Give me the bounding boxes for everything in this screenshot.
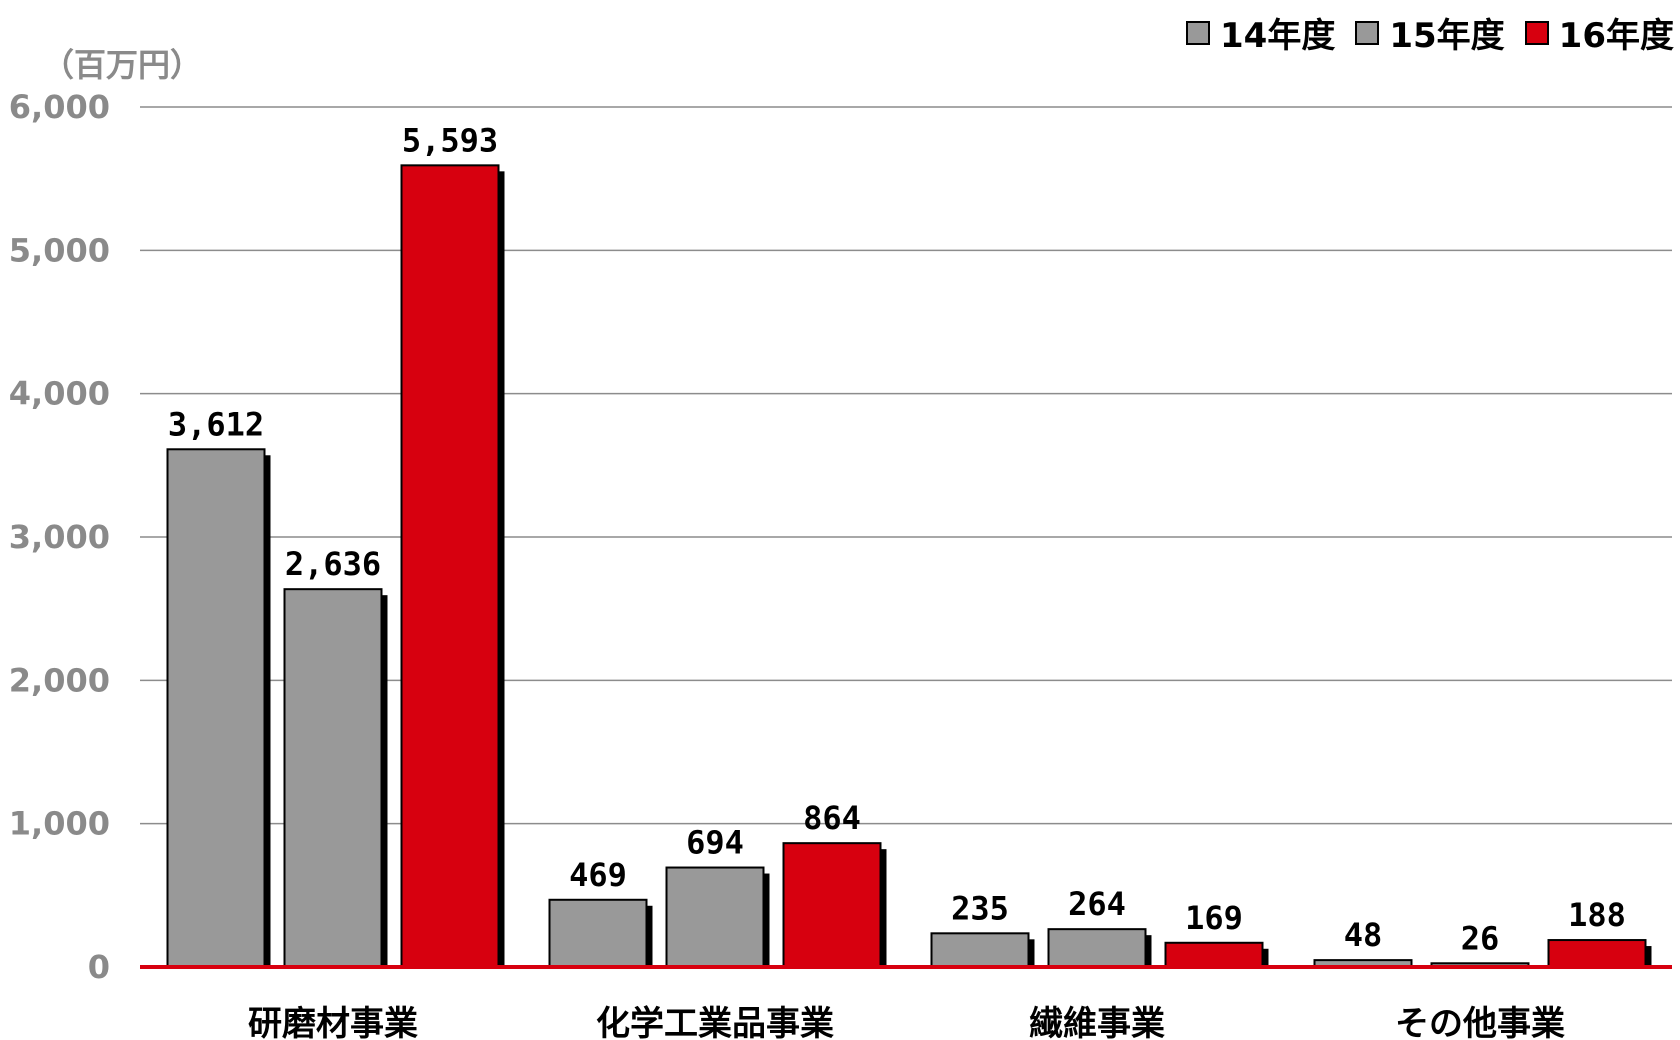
bar bbox=[400, 164, 500, 968]
data-label: 26 bbox=[1461, 919, 1500, 957]
legend-item-14: 14年度 bbox=[1186, 8, 1335, 57]
data-label: 694 bbox=[686, 824, 744, 862]
y-tick-label: 6,000 bbox=[9, 88, 110, 126]
y-tick-label: 4,000 bbox=[9, 375, 110, 413]
y-tick-label: 0 bbox=[88, 948, 110, 986]
legend-item-16: 16年度 bbox=[1524, 8, 1674, 57]
unit-label: （百万円） bbox=[42, 46, 203, 84]
bar bbox=[166, 448, 266, 968]
legend: 14年度 15年度 16年度 bbox=[1186, 8, 1674, 57]
legend-swatch-15 bbox=[1355, 20, 1380, 45]
bar bbox=[665, 866, 765, 969]
data-label: 864 bbox=[803, 799, 861, 837]
legend-swatch-16 bbox=[1524, 20, 1549, 45]
bar bbox=[782, 842, 882, 968]
legend-label-16: 16年度 bbox=[1558, 16, 1674, 56]
data-label: 2,636 bbox=[285, 545, 381, 583]
legend-swatch-14 bbox=[1186, 20, 1211, 45]
y-tick-label: 5,000 bbox=[9, 231, 110, 269]
data-label: 469 bbox=[569, 856, 627, 894]
y-tick-label: 3,000 bbox=[9, 518, 110, 556]
category-label: 研磨材事業 bbox=[248, 1004, 418, 1040]
bar bbox=[930, 932, 1030, 968]
category-label: 化学工業品事業 bbox=[596, 1004, 834, 1040]
category-label: 繊維事業 bbox=[1029, 1004, 1165, 1040]
data-label: 188 bbox=[1568, 896, 1626, 934]
bar bbox=[1547, 939, 1647, 969]
data-label: 48 bbox=[1344, 916, 1383, 954]
bar bbox=[1164, 941, 1264, 969]
data-label: 5,593 bbox=[402, 121, 498, 159]
data-label: 169 bbox=[1185, 899, 1243, 937]
data-label: 235 bbox=[951, 889, 1009, 927]
legend-label-14: 14年度 bbox=[1220, 16, 1336, 56]
bar bbox=[1047, 928, 1147, 968]
data-label: 264 bbox=[1068, 885, 1126, 923]
legend-label-15: 15年度 bbox=[1389, 16, 1505, 56]
data-label: 3,612 bbox=[168, 405, 264, 443]
bar bbox=[548, 898, 648, 969]
category-label: その他事業 bbox=[1395, 1004, 1565, 1040]
legend-item-15: 15年度 bbox=[1355, 8, 1505, 57]
y-tick-label: 2,000 bbox=[9, 661, 110, 699]
bar bbox=[283, 588, 383, 968]
y-tick-label: 1,000 bbox=[9, 805, 110, 843]
